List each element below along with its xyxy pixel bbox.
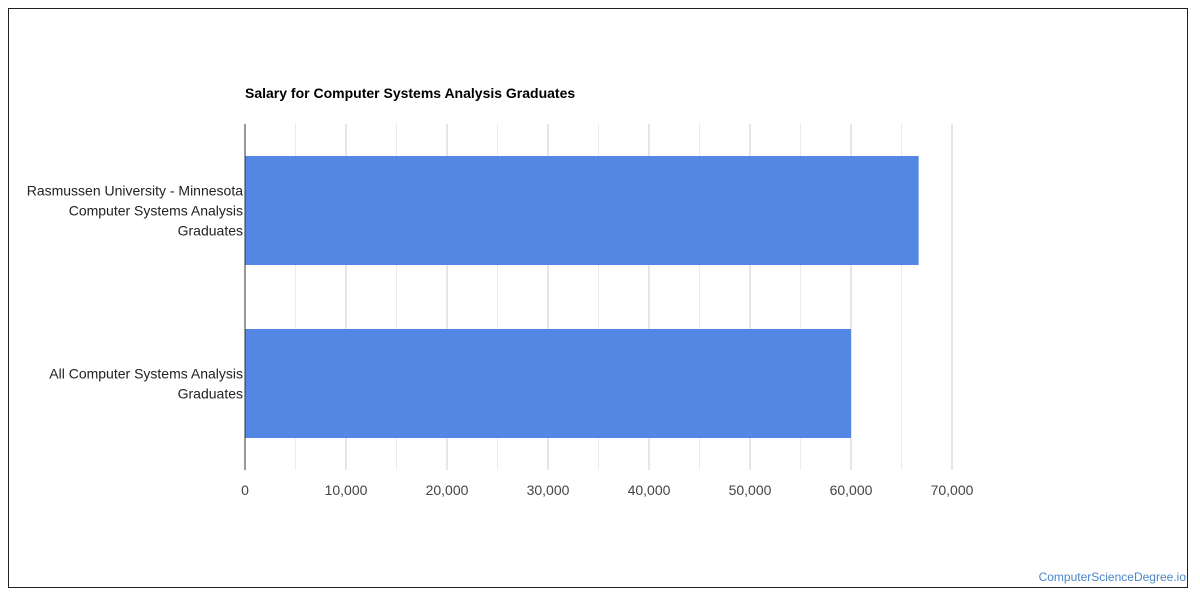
x-tick-labels: 0 10,000 20,000 30,000 40,000 50,000 60,000 70,…	[241, 482, 974, 498]
x-tick-label: 50,000	[729, 482, 772, 498]
site-watermark[interactable]: ComputerScienceDegree.io	[1038, 570, 1186, 584]
category-label-0: Rasmussen University - Minnesota Computer…	[27, 183, 244, 239]
x-tick-label: 70,000	[931, 482, 974, 498]
category-label-line: Graduates	[178, 223, 243, 239]
category-label-1: All Computer Systems Analysis Graduates	[49, 366, 243, 402]
category-label-line: Graduates	[178, 386, 243, 402]
x-tick-label: 0	[241, 482, 249, 498]
category-label-line: Computer Systems Analysis	[69, 203, 243, 219]
category-labels: Rasmussen University - Minnesota Computer…	[27, 183, 244, 402]
x-tick-label: 30,000	[527, 482, 570, 498]
category-label-line: All Computer Systems Analysis	[49, 366, 243, 382]
x-tick-label: 60,000	[830, 482, 873, 498]
x-tick-label: 20,000	[426, 482, 469, 498]
bar-0[interactable]	[245, 156, 919, 265]
chart-title: Salary for Computer Systems Analysis Gra…	[245, 85, 576, 101]
x-tick-label: 10,000	[325, 482, 368, 498]
x-tick-label: 40,000	[628, 482, 671, 498]
bars	[245, 156, 919, 438]
bar-1[interactable]	[245, 329, 851, 438]
category-label-line: Rasmussen University - Minnesota	[27, 183, 244, 199]
